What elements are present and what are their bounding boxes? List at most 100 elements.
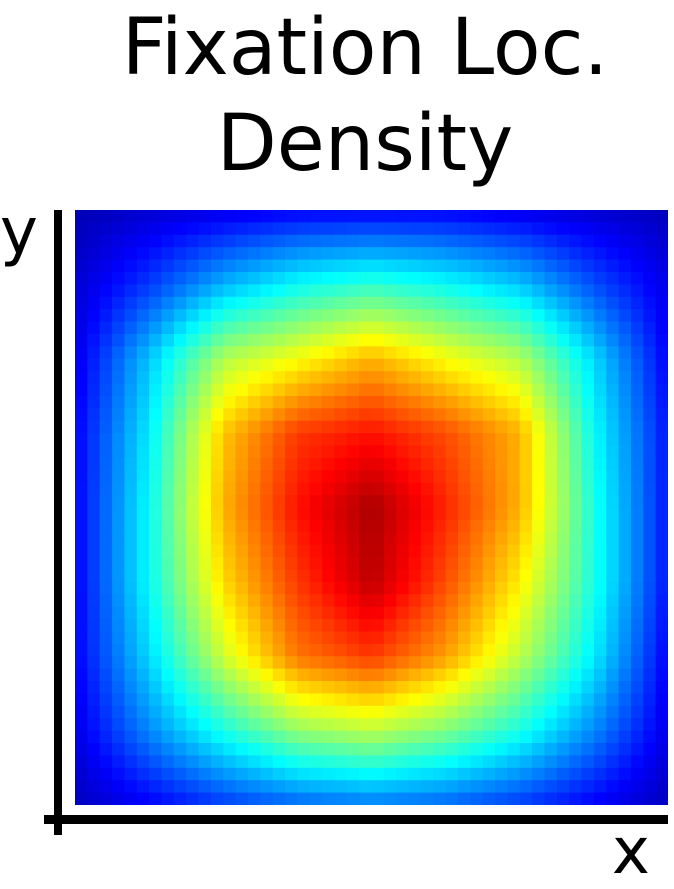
heatmap-cell <box>482 433 496 447</box>
heatmap-cell <box>149 358 163 372</box>
heatmap-cell <box>260 383 274 397</box>
heatmap-cell <box>593 234 607 248</box>
heatmap-cell <box>581 371 595 385</box>
heatmap-cell <box>383 606 397 620</box>
heatmap-cell <box>136 222 150 236</box>
heatmap-cell <box>420 470 434 484</box>
heatmap-cell <box>470 730 484 744</box>
heatmap-cell <box>470 234 484 248</box>
heatmap-cell <box>235 383 249 397</box>
heatmap-cell <box>433 222 447 236</box>
heatmap-cell <box>482 557 496 571</box>
heatmap-cell <box>112 445 126 459</box>
heatmap-cell <box>470 433 484 447</box>
heatmap-cell <box>285 792 298 805</box>
heatmap-cell <box>186 346 200 360</box>
heatmap-cell <box>371 693 385 707</box>
heatmap-cell <box>346 656 360 670</box>
heatmap-cell <box>359 631 373 645</box>
heatmap-cell <box>322 507 336 521</box>
heatmap-cell <box>593 408 607 422</box>
heatmap-cell <box>482 296 496 310</box>
heatmap-cell <box>569 383 583 397</box>
heatmap-cell <box>556 780 570 794</box>
heatmap-cell <box>643 346 657 360</box>
heatmap-cell <box>606 705 620 719</box>
heatmap-cell <box>124 482 138 496</box>
heatmap-cell <box>457 333 471 347</box>
heatmap-cell <box>408 606 422 620</box>
heatmap-cell <box>655 395 668 409</box>
heatmap-cell <box>297 408 311 422</box>
heatmap-cell <box>161 371 175 385</box>
heatmap-cell <box>334 705 348 719</box>
heatmap-cell <box>420 333 434 347</box>
heatmap-cell <box>507 408 521 422</box>
heatmap-cell <box>643 656 657 670</box>
heatmap-cell <box>359 358 373 372</box>
heatmap-cell <box>519 210 533 223</box>
heatmap-cell <box>223 507 237 521</box>
heatmap-cell <box>346 482 360 496</box>
heatmap-cell <box>593 643 607 657</box>
heatmap-cell <box>309 705 323 719</box>
heatmap-cell <box>297 371 311 385</box>
heatmap-cell <box>297 346 311 360</box>
heatmap-cell <box>457 718 471 732</box>
heatmap-cell <box>371 780 385 794</box>
heatmap-cell <box>420 358 434 372</box>
heatmap-cell <box>532 284 546 298</box>
heatmap-cell <box>272 581 286 595</box>
heatmap-cell <box>556 333 570 347</box>
heatmap-cell <box>655 730 668 744</box>
heatmap-cell <box>149 234 163 248</box>
heatmap-cell <box>420 383 434 397</box>
heatmap-cell <box>655 247 668 261</box>
heatmap-cell <box>247 247 261 261</box>
heatmap-cell <box>334 544 348 558</box>
heatmap-cell <box>210 743 224 757</box>
heatmap-cell <box>309 457 323 471</box>
heatmap-cell <box>495 544 508 558</box>
heatmap-cell <box>383 333 397 347</box>
heatmap-cell <box>470 470 484 484</box>
heatmap-cell <box>99 371 113 385</box>
heatmap-cell <box>285 495 298 509</box>
heatmap-cell <box>495 581 508 595</box>
heatmap-cell <box>408 433 422 447</box>
heatmap-cell <box>532 482 546 496</box>
heatmap-cell <box>408 643 422 657</box>
heatmap-cell <box>445 619 459 633</box>
heatmap-cell <box>309 581 323 595</box>
heatmap-cell <box>235 222 249 236</box>
heatmap-cell <box>532 755 546 769</box>
heatmap-cell <box>210 544 224 558</box>
heatmap-cell <box>420 222 434 236</box>
heatmap-cell <box>519 792 533 805</box>
heatmap-cell <box>272 693 286 707</box>
heatmap-cell <box>630 619 644 633</box>
heatmap-cell <box>532 594 546 608</box>
heatmap-cell <box>544 457 558 471</box>
heatmap-cell <box>334 681 348 695</box>
heatmap-cell <box>297 309 311 323</box>
heatmap-cell <box>581 792 595 805</box>
heatmap-cell <box>186 371 200 385</box>
heatmap-cell <box>223 730 237 744</box>
heatmap-cell <box>223 792 237 805</box>
heatmap-cell <box>383 408 397 422</box>
heatmap-cell <box>173 581 187 595</box>
heatmap-cell <box>507 581 521 595</box>
heatmap-cell <box>581 309 595 323</box>
heatmap-cell <box>124 557 138 571</box>
heatmap-cell <box>112 606 126 620</box>
heatmap-cell <box>482 792 496 805</box>
heatmap-cell <box>420 532 434 546</box>
heatmap-cell <box>606 792 620 805</box>
heatmap-cell <box>210 643 224 657</box>
heatmap-cell <box>247 222 261 236</box>
heatmap-cell <box>581 271 595 285</box>
heatmap-cell <box>581 681 595 695</box>
heatmap-cell <box>346 210 360 223</box>
heatmap-cell <box>173 705 187 719</box>
